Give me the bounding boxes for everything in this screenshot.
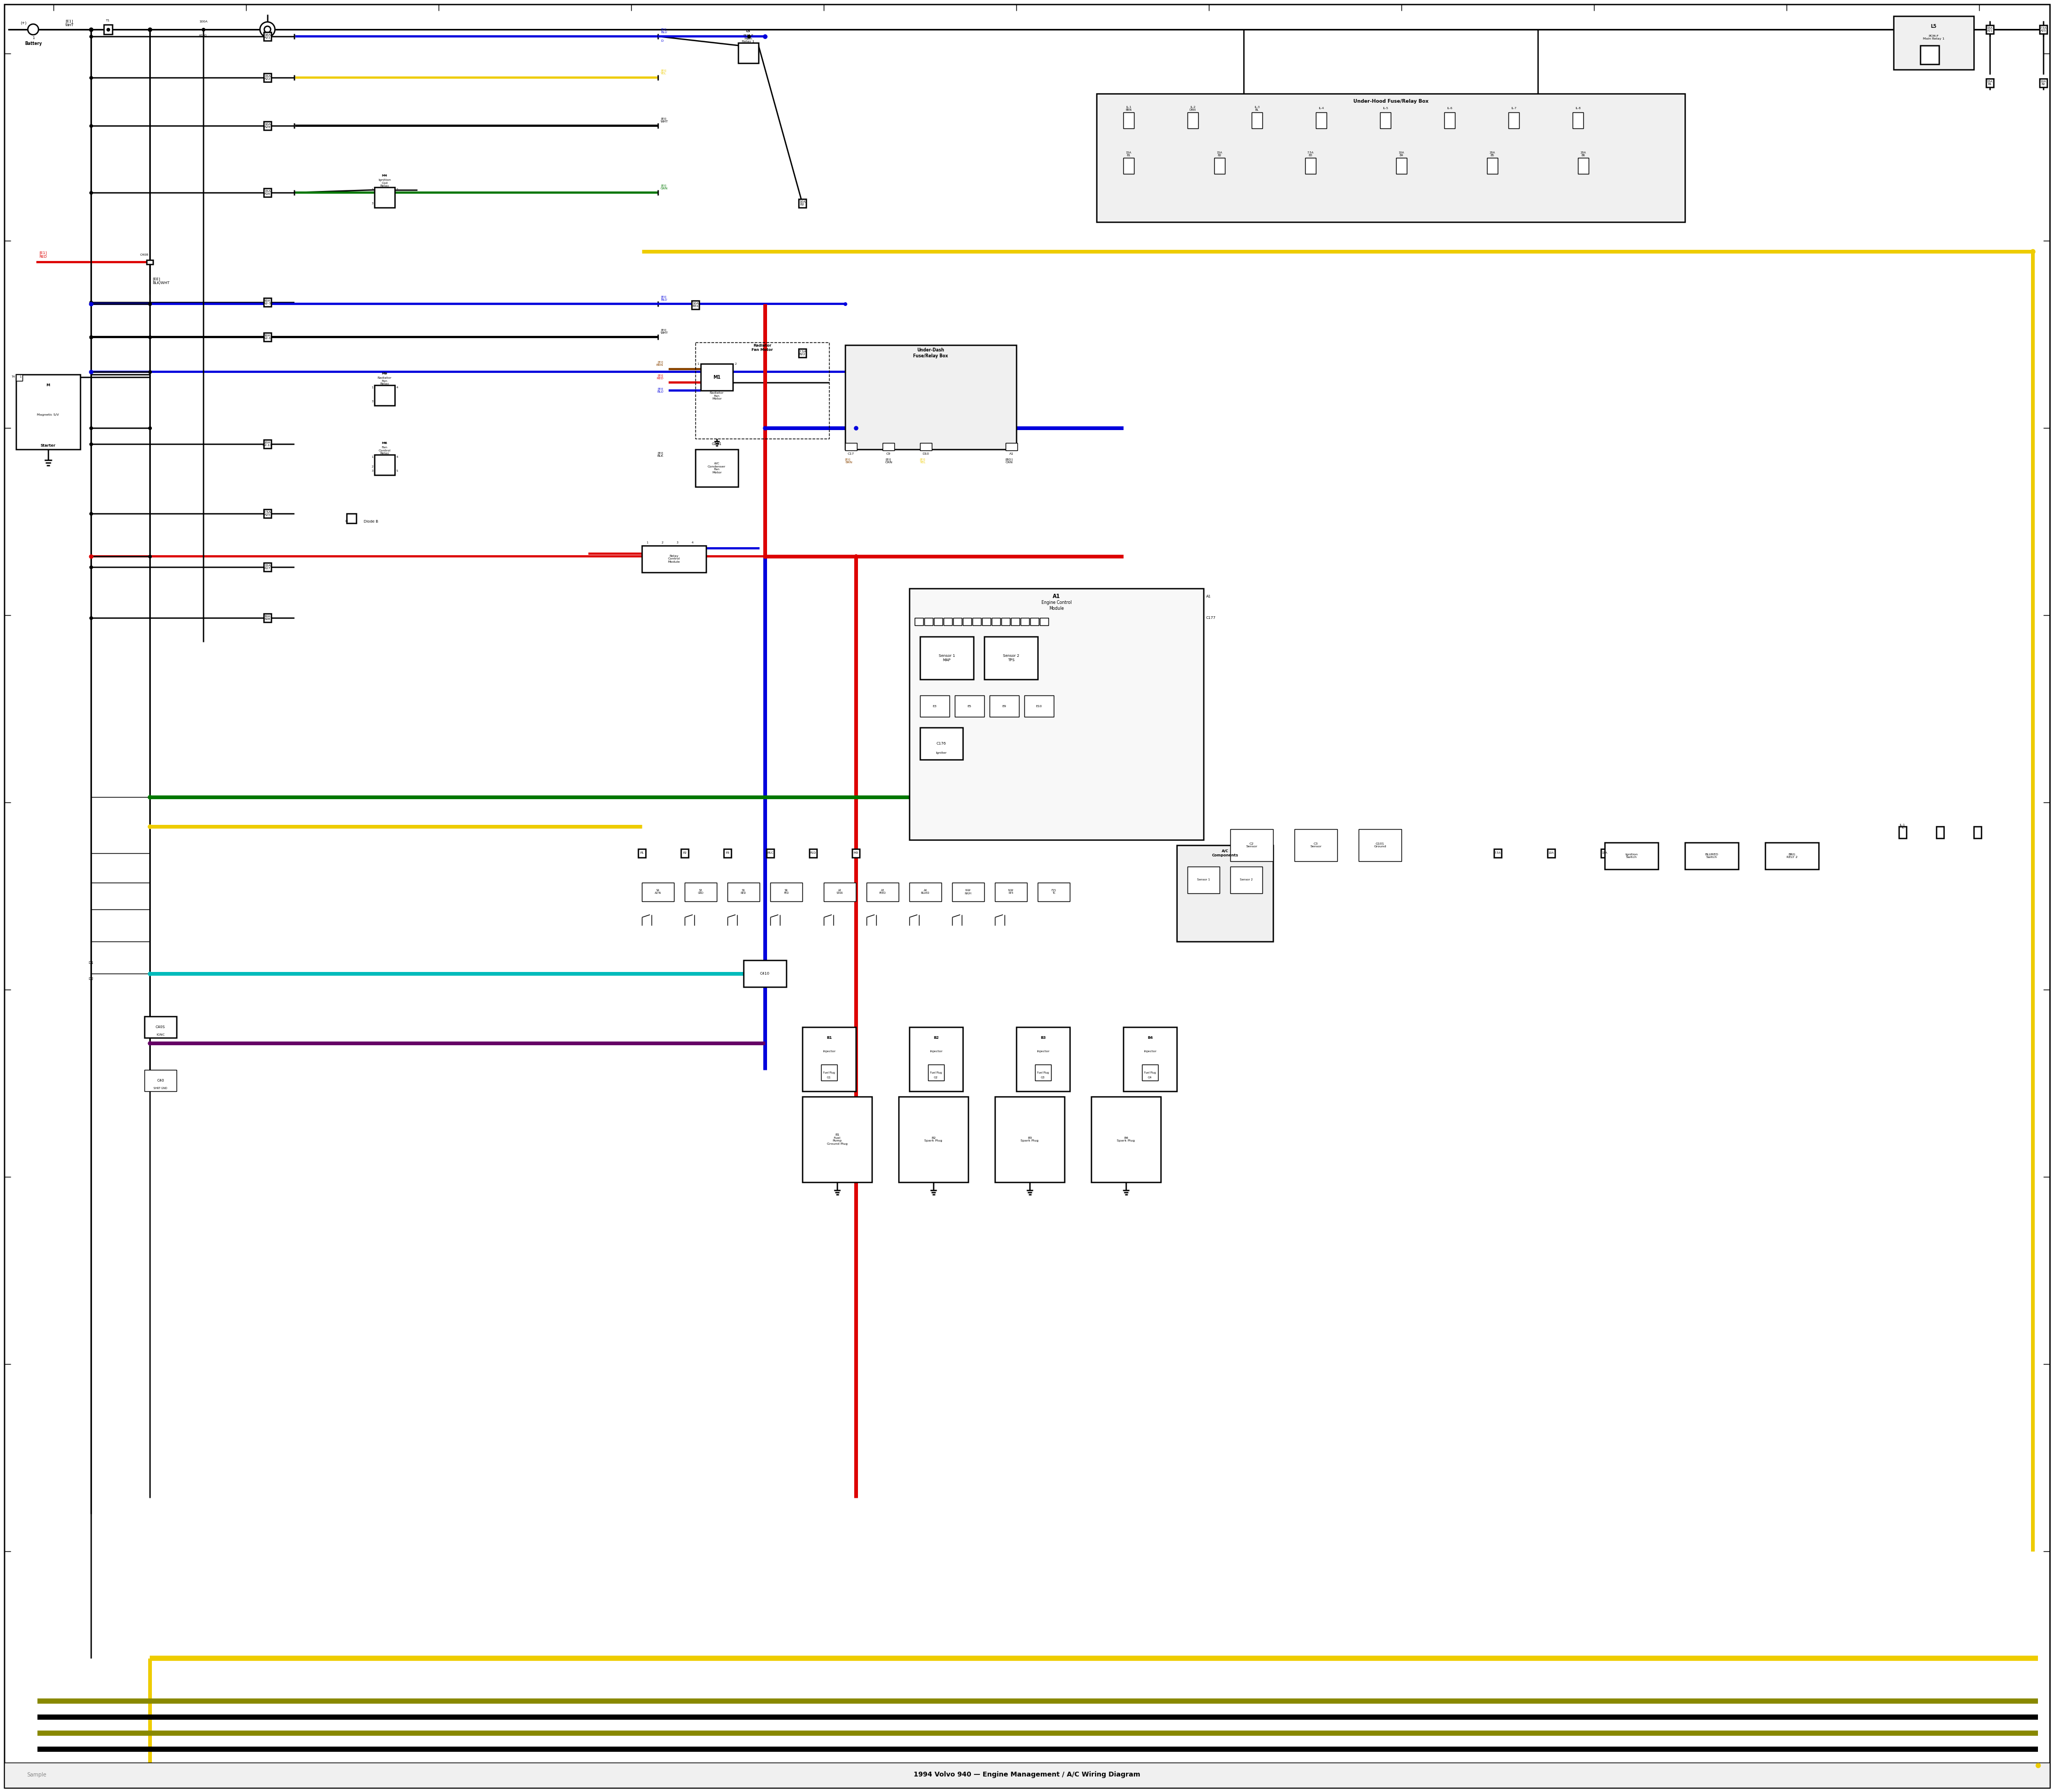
Text: M: M xyxy=(47,383,49,387)
Bar xyxy=(1251,113,1263,129)
Text: Sensor 1: Sensor 1 xyxy=(1197,878,1210,882)
Text: B2
Spark Plug: B2 Spark Plug xyxy=(924,1136,943,1142)
Text: S3
GRD: S3 GRD xyxy=(698,889,705,894)
Bar xyxy=(692,301,698,310)
Text: P2: P2 xyxy=(682,851,686,855)
Text: IL-1
BRN: IL-1 BRN xyxy=(1126,106,1132,111)
Text: PCM-F
Main Relay 1: PCM-F Main Relay 1 xyxy=(1923,34,1945,41)
Text: [EI]
YEL: [EI] YEL xyxy=(920,459,926,464)
Bar xyxy=(972,618,982,625)
Bar xyxy=(1187,867,1220,894)
Text: 15A
B1: 15A B1 xyxy=(1126,151,1132,158)
Text: G1: G1 xyxy=(828,1077,832,1079)
Text: 15A
B1: 15A B1 xyxy=(1986,81,1992,86)
Bar xyxy=(953,883,984,901)
Bar xyxy=(347,514,355,523)
Text: Fan
Control
Relay: Fan Control Relay xyxy=(378,446,390,455)
Text: M3: M3 xyxy=(852,851,859,855)
Text: 2.5A
A25: 2.5A A25 xyxy=(263,511,271,516)
Bar xyxy=(844,346,1017,450)
Text: 15A
A17: 15A A17 xyxy=(265,564,271,570)
Bar xyxy=(1124,1027,1177,1091)
Bar xyxy=(2040,79,2048,88)
Text: Injector: Injector xyxy=(1037,1050,1050,1052)
Bar xyxy=(641,545,707,572)
Text: Relay
Control
Module: Relay Control Module xyxy=(668,554,680,563)
Text: Radiator
Fan
Relay: Radiator Fan Relay xyxy=(378,376,392,385)
Text: 30A
A08: 30A A08 xyxy=(265,615,271,620)
Bar xyxy=(982,618,990,625)
Bar xyxy=(374,186,394,208)
Text: 15A
A22: 15A A22 xyxy=(265,75,271,81)
Text: BRG
RELY 2: BRG RELY 2 xyxy=(1787,853,1797,858)
Text: D2: D2 xyxy=(88,977,94,980)
Text: 10A: 10A xyxy=(1549,851,1555,855)
Bar xyxy=(809,849,817,858)
Text: 15A
A16: 15A A16 xyxy=(265,190,271,195)
Text: [EI]
BLK: [EI] BLK xyxy=(657,452,663,457)
Bar xyxy=(1444,113,1454,129)
Text: [E1]
WHT: [E1] WHT xyxy=(66,20,74,27)
Text: 20A
B5: 20A B5 xyxy=(1489,151,1495,158)
Bar xyxy=(1011,618,1019,625)
Bar xyxy=(803,1027,857,1091)
Bar xyxy=(920,443,933,450)
Bar xyxy=(105,25,113,34)
Bar xyxy=(994,1097,1064,1183)
Bar xyxy=(953,618,961,625)
Text: B1
Fuel
Pump
Ground Plug: B1 Fuel Pump Ground Plug xyxy=(828,1133,848,1145)
Text: G2: G2 xyxy=(935,1077,939,1079)
Bar xyxy=(1487,158,1497,174)
Text: G3: G3 xyxy=(1041,1077,1045,1079)
Bar xyxy=(1358,830,1401,862)
Bar xyxy=(766,849,774,858)
Text: Fuel Plug: Fuel Plug xyxy=(930,1072,943,1073)
Text: 10A
B2: 10A B2 xyxy=(799,201,805,206)
Text: G101
Ground: G101 Ground xyxy=(1374,842,1386,848)
Bar xyxy=(1031,618,1039,625)
Circle shape xyxy=(265,27,271,32)
Text: C9: C9 xyxy=(885,452,891,455)
Bar xyxy=(700,364,733,391)
Bar xyxy=(1039,618,1048,625)
Text: P3: P3 xyxy=(725,851,729,855)
Bar xyxy=(374,385,394,405)
Text: Injector: Injector xyxy=(930,1050,943,1052)
Text: [EI]
BLU: [EI] BLU xyxy=(661,296,668,301)
Bar xyxy=(1986,79,1994,88)
Bar xyxy=(263,509,271,518)
Bar xyxy=(1380,113,1391,129)
Text: Under-Dash
Fuse/Relay Box: Under-Dash Fuse/Relay Box xyxy=(914,348,949,358)
Text: (+): (+) xyxy=(21,22,27,25)
Text: 10A
B4: 10A B4 xyxy=(1399,151,1405,158)
Bar xyxy=(4,1763,2050,1788)
Bar xyxy=(1214,158,1224,174)
Bar xyxy=(1187,113,1197,129)
Text: 20A
B6: 20A B6 xyxy=(1580,151,1586,158)
Text: Sensor 2
TPS: Sensor 2 TPS xyxy=(1002,654,1019,661)
Text: E10: E10 xyxy=(1035,704,1041,708)
Bar xyxy=(955,695,984,717)
Bar xyxy=(737,43,758,63)
Bar xyxy=(1177,846,1273,941)
Text: G301: G301 xyxy=(713,443,721,446)
Bar xyxy=(920,695,949,717)
Text: Magnetic S/V: Magnetic S/V xyxy=(37,414,60,416)
Bar xyxy=(144,1016,177,1038)
Text: Starter: Starter xyxy=(41,444,55,448)
Text: Ignition
Switch: Ignition Switch xyxy=(1625,853,1637,858)
Circle shape xyxy=(29,23,39,34)
Text: P1D: P1D xyxy=(809,851,815,855)
Bar xyxy=(824,883,857,901)
Bar xyxy=(146,260,152,263)
Text: PCM-F
Main
Relay 1: PCM-F Main Relay 1 xyxy=(741,34,754,43)
Bar xyxy=(696,342,830,439)
Bar xyxy=(1974,826,1982,839)
Text: [BD]
ORN: [BD] ORN xyxy=(1006,459,1013,464)
Text: 7.5A
A25: 7.5A A25 xyxy=(2040,27,2046,32)
Bar xyxy=(770,883,803,901)
Text: Sample: Sample xyxy=(27,1772,47,1778)
Text: IL-8: IL-8 xyxy=(1575,108,1582,109)
Bar xyxy=(1230,867,1263,894)
Bar xyxy=(920,728,963,760)
